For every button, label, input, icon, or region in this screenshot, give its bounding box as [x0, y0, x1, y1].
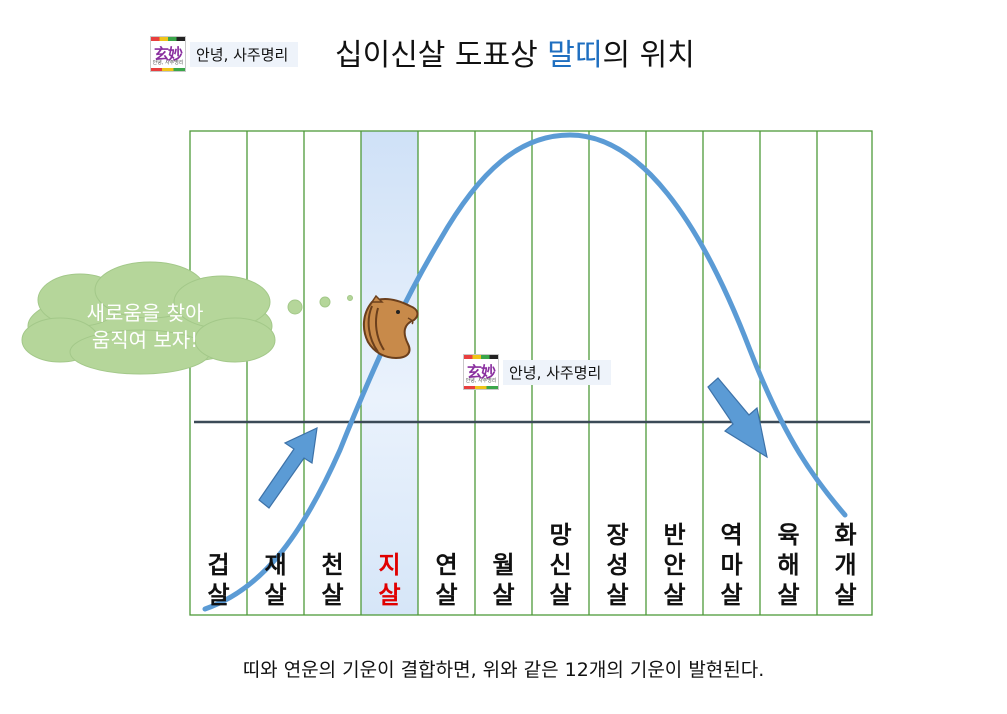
logo-glyph-mid: 玄妙: [466, 363, 496, 381]
title-highlight: 말띠: [547, 38, 603, 73]
logo-icon-mid: 玄妙 안녕, 사주명리: [463, 354, 499, 390]
logo-label: 안녕, 사주명리: [190, 41, 299, 67]
title-after: 의 위치: [602, 38, 695, 73]
bubble-line-1: 새로움을 찾아: [86, 301, 204, 325]
title-before: 십이신살 도표상: [335, 38, 548, 73]
highlight-column: [361, 131, 418, 615]
caption: 띠와 연운의 기운이 결합하면, 위와 같은 12개의 기운이 발현된다.: [242, 659, 765, 681]
logo-glyph: 玄妙: [153, 45, 183, 63]
page-title: 십이신살 도표상 말띠의 위치: [335, 30, 695, 74]
falling-arrow: [707, 377, 768, 459]
logo-tiny-text-mid: 안녕, 사주명리: [465, 378, 497, 384]
column-labels: 겁 살 재 살 천 살 지 살 연 살 월 살 망 신 살 장 성 살 반 안 살 역 마 살 육 해 살 화 개 살: [207, 521, 856, 609]
logo-label-mid: 안녕, 사주명리: [503, 359, 612, 385]
logo-badge-top: 玄妙 안녕, 사주명리 안녕, 사주명리: [150, 36, 299, 72]
bubble-line-2: 움직여 보자!: [91, 328, 199, 352]
logo-icon: 玄妙 안녕, 사주명리: [150, 36, 186, 72]
horse-head-icon: [362, 294, 419, 360]
energy-curve: [202, 132, 848, 612]
bubble-text: 새로움을 찾아 움직여 보자!: [40, 300, 250, 354]
thought-bubble: [21, 261, 353, 375]
rising-arrow: [258, 426, 318, 509]
logo-badge-mid: 玄妙 안녕, 사주명리 안녕, 사주명리: [463, 354, 612, 390]
logo-tiny-text: 안녕, 사주명리: [152, 60, 184, 66]
